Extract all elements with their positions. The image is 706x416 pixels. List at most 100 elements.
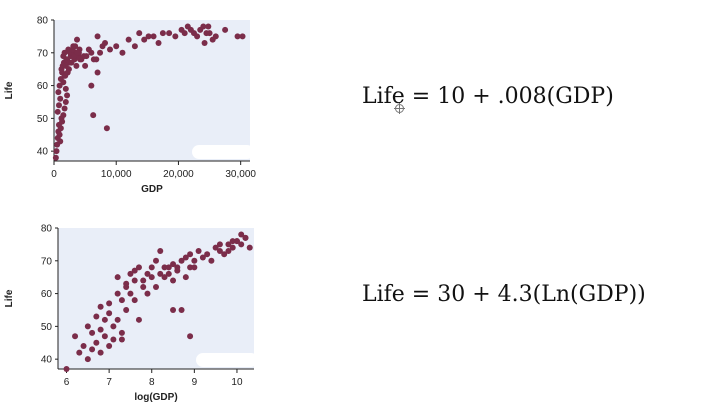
x-axis-label: GDP — [141, 184, 163, 195]
data-point — [54, 108, 61, 115]
data-point — [80, 343, 87, 350]
occlusion-patch — [196, 353, 258, 367]
data-point — [135, 316, 142, 323]
data-point — [144, 290, 151, 297]
data-point — [238, 231, 245, 238]
data-point — [238, 241, 245, 248]
data-point — [204, 251, 211, 258]
plot-area — [54, 20, 250, 161]
data-point — [65, 66, 72, 73]
data-point — [136, 30, 143, 37]
data-point — [83, 53, 90, 60]
x-tick-label: 7 — [106, 377, 112, 388]
data-point — [140, 284, 147, 291]
data-point — [145, 33, 152, 40]
data-point — [148, 264, 155, 271]
data-point — [60, 112, 67, 119]
data-point — [157, 270, 164, 277]
data-point — [127, 270, 134, 277]
data-point — [68, 59, 75, 66]
x-tick-label: 9 — [192, 377, 198, 388]
y-tick-label: 80 — [41, 224, 53, 235]
data-point — [246, 244, 253, 251]
data-point — [187, 333, 194, 340]
x-tick-label: 8 — [149, 377, 155, 388]
data-point — [60, 79, 67, 86]
data-point — [187, 264, 194, 271]
data-point — [106, 310, 113, 317]
data-point — [118, 329, 125, 336]
y-tick-label: 40 — [41, 355, 53, 366]
data-point — [170, 261, 177, 268]
data-point — [148, 274, 155, 281]
data-point — [82, 62, 89, 69]
data-point — [118, 336, 125, 343]
data-point — [97, 49, 104, 56]
data-point — [89, 329, 96, 336]
data-point — [118, 297, 125, 304]
equation-log: Life = 30 + 4.3(Ln(GDP)) — [362, 282, 646, 307]
data-point — [101, 316, 108, 323]
data-point — [107, 46, 113, 53]
data-point — [52, 154, 59, 161]
data-point — [201, 39, 208, 46]
data-point — [53, 148, 60, 155]
x-tick-label: 30,000 — [225, 169, 256, 180]
data-point — [205, 23, 212, 30]
data-point — [178, 257, 185, 264]
x-tick-label: 10,000 — [101, 169, 132, 180]
data-point — [113, 43, 120, 50]
data-point — [159, 30, 166, 37]
data-point — [127, 290, 134, 297]
data-point — [194, 33, 201, 40]
data-point — [94, 69, 101, 76]
data-point — [191, 264, 198, 271]
data-point — [110, 323, 117, 330]
data-point — [61, 105, 68, 112]
data-point — [101, 333, 108, 340]
data-point — [181, 30, 188, 37]
data-point — [57, 138, 64, 145]
data-point — [225, 241, 232, 248]
data-point — [141, 36, 148, 43]
data-point — [165, 264, 172, 271]
data-point — [55, 102, 62, 109]
data-point — [200, 23, 207, 30]
data-point — [131, 297, 138, 304]
y-tick-label: 40 — [37, 147, 49, 158]
y-tick-label: 70 — [41, 256, 53, 267]
data-point — [88, 49, 95, 56]
plot-area — [58, 228, 254, 369]
data-point — [77, 56, 84, 63]
data-point — [187, 251, 194, 258]
data-point — [57, 125, 64, 132]
data-point — [94, 33, 101, 40]
y-tick-label: 60 — [37, 81, 49, 92]
data-point — [212, 244, 219, 251]
data-point — [170, 306, 177, 313]
data-point — [195, 247, 202, 254]
data-point — [153, 257, 159, 264]
y-tick-label: 50 — [41, 322, 53, 333]
y-tick-label: 70 — [37, 48, 49, 59]
data-point — [178, 306, 185, 313]
x-tick-label: 6 — [64, 377, 70, 388]
data-point — [153, 284, 159, 291]
data-point — [114, 274, 121, 281]
x-tick-label: 0 — [51, 169, 57, 180]
data-point — [74, 49, 81, 56]
data-point — [88, 82, 95, 89]
x-tick-label: 20,000 — [163, 169, 194, 180]
data-point — [89, 346, 96, 353]
data-point — [155, 39, 162, 46]
data-point — [239, 33, 246, 40]
data-point — [222, 26, 229, 33]
data-point — [221, 251, 228, 258]
data-point — [206, 30, 213, 37]
x-axis-label: log(GDP) — [134, 392, 177, 403]
y-axis-label: Life — [4, 81, 15, 99]
data-point — [131, 267, 138, 274]
crosshair-cursor-icon — [394, 103, 405, 114]
data-point — [103, 125, 110, 132]
data-point — [144, 270, 151, 277]
